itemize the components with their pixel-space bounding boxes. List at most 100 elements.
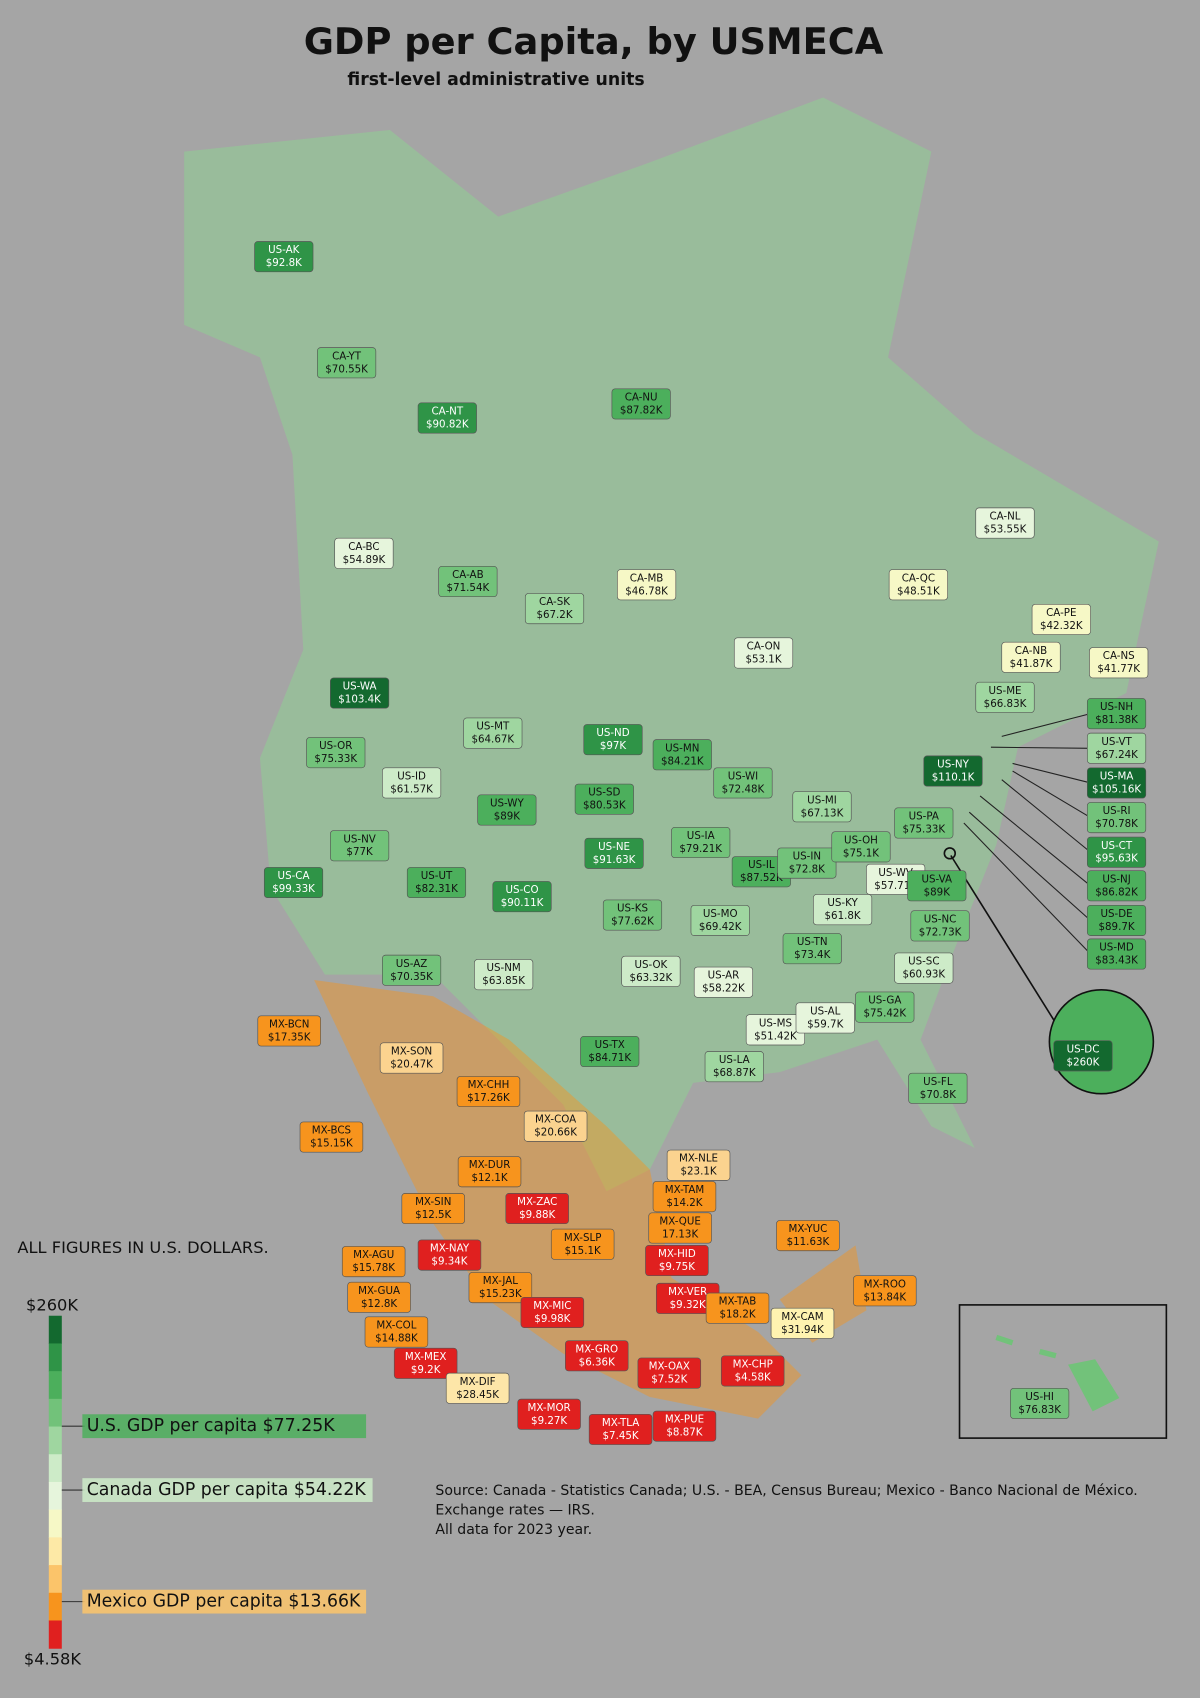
region-code: US-CT xyxy=(1101,840,1133,852)
region-value: $7.45K xyxy=(603,1430,639,1442)
region-tile xyxy=(417,402,477,434)
callout-line xyxy=(1012,762,1091,784)
region: US-IN$72.8K xyxy=(777,847,837,879)
region: US-ND$97K xyxy=(583,724,643,756)
region-value: $4.58K xyxy=(735,1371,771,1383)
region-tile xyxy=(341,1246,406,1278)
region-tile xyxy=(1086,904,1147,936)
region-tile xyxy=(477,794,537,826)
region: MX-BCN$17.35K xyxy=(257,1015,321,1047)
region-value: $53.55K xyxy=(984,524,1027,536)
region: MX-ZAC$9.88K xyxy=(505,1193,569,1225)
region: MX-VER$9.32K xyxy=(655,1282,720,1314)
region: US-MN$84.21K xyxy=(652,739,712,771)
region-tile xyxy=(382,767,442,799)
region: CA-QC$48.51K xyxy=(888,569,948,601)
region-value: $54.89K xyxy=(343,554,386,566)
region: US-FL$70.8K xyxy=(908,1072,968,1104)
region-tile xyxy=(583,724,643,756)
region: US-MA$105.16K xyxy=(1012,762,1147,799)
region-code: US-DC xyxy=(1067,1043,1100,1055)
region-code: CA-AB xyxy=(452,569,484,581)
legend-swatch xyxy=(48,1426,62,1455)
region: US-WI$72.48K xyxy=(713,767,773,799)
region: MX-MOR$9.27K xyxy=(517,1398,581,1430)
region: MX-DIF$28.45K xyxy=(445,1372,510,1404)
legend-swatch xyxy=(48,1537,62,1566)
region-value: $15.23K xyxy=(479,1288,522,1300)
region: US-DE$89.7K xyxy=(968,811,1147,936)
region: US-NM$63.85K xyxy=(474,959,534,991)
region: MX-COA$20.66K xyxy=(523,1110,588,1142)
region-code: US-OH xyxy=(844,834,878,846)
region-value: $95.63K xyxy=(1095,853,1138,865)
region-code: MX-ZAC xyxy=(517,1196,557,1208)
region-tile xyxy=(733,637,794,669)
region: MX-BCS$15.15K xyxy=(299,1121,364,1153)
region-tile xyxy=(637,1357,702,1389)
region-code: US-HI xyxy=(1025,1391,1053,1403)
region-tile xyxy=(1089,647,1149,679)
region-tile xyxy=(908,1072,968,1104)
legend-bar: U.S. GDP per capita $77.25K Canada GDP pe… xyxy=(48,1315,373,1649)
region-tile xyxy=(474,959,534,991)
callout-line xyxy=(963,822,1091,955)
region-value: $99.33K xyxy=(272,883,315,895)
region-tile xyxy=(257,1015,321,1047)
title: GDP per Capita, by USMECA xyxy=(304,20,884,63)
region: MX-HID$9.75K xyxy=(645,1245,709,1276)
region: MX-CAM$31.94K xyxy=(770,1307,835,1339)
region-value: $77.62K xyxy=(611,916,654,928)
region: US-NC$72.73K xyxy=(910,910,970,942)
region-value: $8.87K xyxy=(666,1427,702,1439)
legend-swatch xyxy=(48,1481,62,1511)
region-code: MX-CAM xyxy=(781,1311,823,1323)
region-code: US-NV xyxy=(343,833,375,845)
region: US-ID$61.57K xyxy=(382,767,442,799)
region-code: MX-BCS xyxy=(312,1125,351,1137)
region-value: $17.26K xyxy=(467,1092,510,1104)
region: US-MI$67.13K xyxy=(792,791,852,823)
region-code: US-TX xyxy=(595,1039,625,1051)
region: US-IL$87.52K xyxy=(731,856,791,888)
region: CA-MB$46.78K xyxy=(617,569,677,601)
region-code: MX-YUC xyxy=(789,1223,828,1235)
region: MX-OAX$7.52K xyxy=(637,1357,702,1389)
region: US-AZ$70.35K xyxy=(382,954,442,986)
region-tile xyxy=(776,1220,840,1252)
region-tile xyxy=(417,1239,482,1271)
region-tile xyxy=(652,739,712,771)
region-tile xyxy=(693,966,754,998)
region: MX-JAL$15.23K xyxy=(468,1272,533,1304)
region-code: MX-MIC xyxy=(533,1300,571,1312)
region: US-WY$89K xyxy=(477,794,537,826)
region-code: MX-SON xyxy=(391,1046,432,1058)
region: US-VA$89K xyxy=(907,870,967,902)
legend-average-label: Mexico GDP per capita $13.66K xyxy=(87,1592,361,1612)
region-value: $57.71K xyxy=(874,880,917,892)
region-code: MX-VER xyxy=(668,1286,707,1298)
region-tile xyxy=(456,1076,521,1108)
region-tile xyxy=(1086,938,1147,970)
region: CA-NB$41.87K xyxy=(1001,641,1061,673)
region-tile xyxy=(1086,698,1147,730)
region-tile xyxy=(254,241,314,273)
region-tile xyxy=(584,837,644,869)
region-code: MX-TAB xyxy=(719,1296,757,1308)
region-tile xyxy=(468,1272,533,1304)
region-tile xyxy=(1053,1040,1113,1072)
callout-line xyxy=(979,795,1091,887)
region-code: US-IA xyxy=(687,830,715,842)
legend-swatch xyxy=(48,1454,62,1483)
region-value: $9.34K xyxy=(431,1256,467,1268)
region-code: US-DE xyxy=(1100,908,1132,920)
region: US-HI$76.83K xyxy=(1010,1387,1070,1419)
region: US-SD$80.53K xyxy=(574,783,634,815)
region-value: $82.31K xyxy=(415,883,458,895)
region: US-TN$73.4K xyxy=(782,933,842,965)
region: CA-SK$67.2K xyxy=(524,593,585,625)
region-code: US-AZ xyxy=(396,958,428,970)
region-tile xyxy=(855,991,915,1023)
region: US-KY$61.8K xyxy=(813,894,873,926)
